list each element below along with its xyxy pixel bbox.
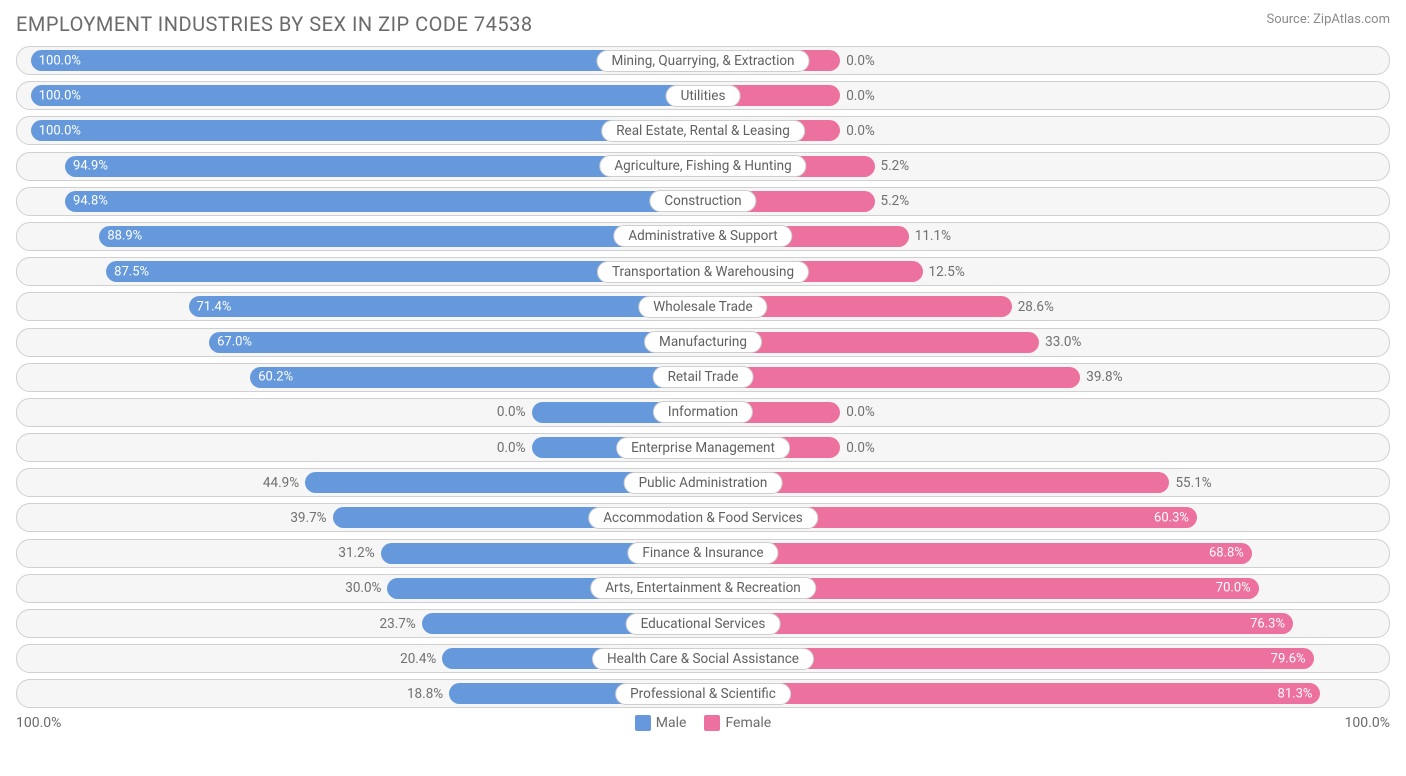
legend-male-label: Male xyxy=(656,715,687,731)
female-value: 81.3% xyxy=(1278,686,1313,701)
axis-left-max: 100.0% xyxy=(16,715,61,731)
category-label: Retail Trade xyxy=(653,366,754,388)
female-bar xyxy=(703,613,1293,634)
female-value: 60.3% xyxy=(1154,510,1189,525)
diverging-bar-chart: 100.0% 0.0% Mining, Quarrying, & Extractio… xyxy=(16,46,1390,708)
male-value: 67.0% xyxy=(217,335,252,350)
female-bar xyxy=(703,543,1252,564)
category-label: Agriculture, Fishing & Hunting xyxy=(599,155,806,177)
male-value: 88.9% xyxy=(107,229,142,244)
bar-row: 30.0% 70.0% Arts, Entertainment & Recreati… xyxy=(16,574,1390,603)
bar-row: 44.9% 55.1% Public Administration xyxy=(16,468,1390,497)
category-label: Health Care & Social Assistance xyxy=(592,648,814,670)
female-value: 76.3% xyxy=(1250,616,1285,631)
category-label: Educational Services xyxy=(626,613,781,635)
male-bar xyxy=(65,191,703,212)
bar-row: 94.8% 5.2% Construction xyxy=(16,187,1390,216)
legend: 100.0% Male Female 100.0% xyxy=(16,715,1390,731)
bar-row: 39.7% 60.3% Accommodation & Food Services xyxy=(16,503,1390,532)
male-value: 23.7% xyxy=(380,616,416,632)
category-label: Finance & Insurance xyxy=(627,542,778,564)
female-bar xyxy=(703,367,1080,388)
header: EMPLOYMENT INDUSTRIES BY SEX IN ZIP CODE… xyxy=(16,12,1390,36)
female-value: 70.0% xyxy=(1216,581,1251,596)
source-attribution: Source: ZipAtlas.com xyxy=(1266,12,1390,27)
bar-row: 23.7% 76.3% Educational Services xyxy=(16,609,1390,638)
bar-row: 18.8% 81.3% Professional & Scientific xyxy=(16,679,1390,708)
bar-row: 94.9% 5.2% Agriculture, Fishing & Hunting xyxy=(16,152,1390,181)
female-swatch xyxy=(704,715,720,731)
male-value: 94.9% xyxy=(73,159,108,174)
bar-row: 100.0% 0.0% Real Estate, Rental & Leasing xyxy=(16,116,1390,145)
male-bar xyxy=(209,332,703,353)
male-value: 71.4% xyxy=(197,299,232,314)
bar-row: 87.5% 12.5% Transportation & Warehousing xyxy=(16,257,1390,286)
category-label: Public Administration xyxy=(624,472,783,494)
category-label: Professional & Scientific xyxy=(615,683,791,705)
female-bar xyxy=(703,683,1320,704)
category-label: Enterprise Management xyxy=(616,437,790,459)
male-value: 100.0% xyxy=(39,53,81,68)
male-value: 0.0% xyxy=(497,440,526,456)
male-value: 20.4% xyxy=(400,651,436,667)
female-value: 0.0% xyxy=(846,53,875,69)
legend-female: Female xyxy=(704,715,771,731)
male-swatch xyxy=(635,715,651,731)
category-label: Accommodation & Food Services xyxy=(588,507,818,529)
category-label: Utilities xyxy=(666,85,741,107)
male-value: 31.2% xyxy=(338,545,374,561)
female-value: 68.8% xyxy=(1209,546,1244,561)
bar-row: 67.0% 33.0% Manufacturing xyxy=(16,328,1390,357)
category-label: Administrative & Support xyxy=(613,225,792,247)
bar-row: 60.2% 39.8% Retail Trade xyxy=(16,363,1390,392)
male-value: 60.2% xyxy=(258,370,293,385)
axis-right-max: 100.0% xyxy=(1345,715,1390,731)
female-value: 55.1% xyxy=(1175,475,1211,491)
male-bar xyxy=(31,85,703,106)
bar-row: 31.2% 68.8% Finance & Insurance xyxy=(16,539,1390,568)
category-label: Transportation & Warehousing xyxy=(597,261,809,283)
category-label: Wholesale Trade xyxy=(638,296,767,318)
female-value: 0.0% xyxy=(846,123,875,139)
chart-title: EMPLOYMENT INDUSTRIES BY SEX IN ZIP CODE… xyxy=(16,12,533,36)
legend-male: Male xyxy=(635,715,687,731)
female-value: 12.5% xyxy=(929,264,965,280)
female-value: 79.6% xyxy=(1271,651,1306,666)
male-value: 100.0% xyxy=(39,88,81,103)
male-value: 0.0% xyxy=(497,404,526,420)
bar-row: 88.9% 11.1% Administrative & Support xyxy=(16,222,1390,251)
male-value: 87.5% xyxy=(114,264,149,279)
bar-row: 71.4% 28.6% Wholesale Trade xyxy=(16,292,1390,321)
female-value: 28.6% xyxy=(1018,299,1054,315)
category-label: Arts, Entertainment & Recreation xyxy=(590,577,816,599)
category-label: Information xyxy=(653,401,753,423)
bar-row: 0.0% 0.0% Information xyxy=(16,398,1390,427)
category-label: Real Estate, Rental & Leasing xyxy=(601,120,805,142)
male-bar xyxy=(250,367,703,388)
male-value: 30.0% xyxy=(345,580,381,596)
category-label: Construction xyxy=(649,190,756,212)
female-value: 0.0% xyxy=(846,440,875,456)
legend-female-label: Female xyxy=(725,715,771,731)
female-value: 33.0% xyxy=(1045,334,1081,350)
male-value: 94.8% xyxy=(73,194,108,209)
female-value: 39.8% xyxy=(1086,369,1122,385)
male-value: 18.8% xyxy=(407,686,443,702)
female-value: 0.0% xyxy=(846,404,875,420)
category-label: Mining, Quarrying, & Extraction xyxy=(596,50,809,72)
bar-row: 0.0% 0.0% Enterprise Management xyxy=(16,433,1390,462)
bar-row: 100.0% 0.0% Utilities xyxy=(16,81,1390,110)
bar-row: 20.4% 79.6% Health Care & Social Assistanc… xyxy=(16,644,1390,673)
male-value: 100.0% xyxy=(39,123,81,138)
female-value: 5.2% xyxy=(881,193,910,209)
category-label: Manufacturing xyxy=(644,331,762,353)
male-value: 39.7% xyxy=(290,510,326,526)
male-bar xyxy=(189,296,704,317)
male-value: 44.9% xyxy=(263,475,299,491)
female-value: 11.1% xyxy=(915,228,951,244)
female-value: 5.2% xyxy=(881,158,910,174)
female-value: 0.0% xyxy=(846,88,875,104)
bar-row: 100.0% 0.0% Mining, Quarrying, & Extractio… xyxy=(16,46,1390,75)
